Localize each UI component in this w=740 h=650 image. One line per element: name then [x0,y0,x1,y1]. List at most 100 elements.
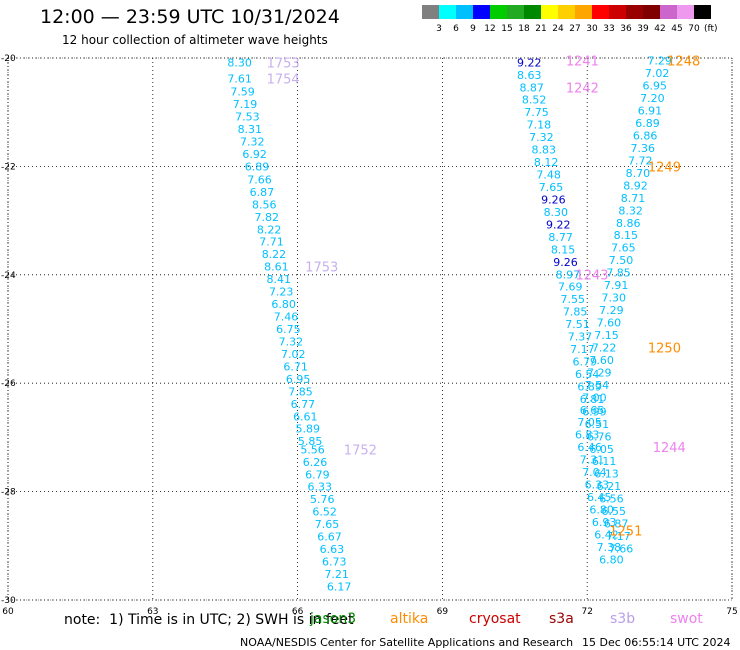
wave-height-point: 7.29 [587,366,612,379]
colorbar-unit: (ft) [704,24,718,34]
wave-height-point: 6.05 [589,443,614,456]
wave-height-point: 5.76 [310,493,335,506]
wave-height-point: 7.46 [274,311,299,324]
wave-height-point: 7.50 [609,254,634,267]
track-time-label: 1248 [667,55,700,70]
wave-height-point: 7.00 [582,391,607,404]
wave-height-point: 8.31 [238,123,263,136]
wave-height-point: 8.70 [626,167,651,180]
color-legend: 3 6 9 12 15 18 21 24 27 30 33 36 39 42 45 70 (ft) [422,5,718,34]
wave-height-point: 7.18 [527,119,552,132]
colorbar-swatch [456,5,473,19]
wave-height-point: 6.77 [291,398,316,411]
wave-height-point: 6.52 [312,506,337,519]
colorbar-swatch [490,5,507,19]
wave-height-point: 6.87 [250,186,275,199]
track-time-label: 1250 [648,341,681,356]
wave-height-point: 7.53 [235,111,260,124]
wave-height-point: 6.67 [317,531,342,544]
wave-height-point: 6.13 [594,468,619,481]
wave-height-point: 7.30 [601,292,626,305]
wave-height-point: 8.12 [534,156,559,169]
wave-height-point: 8.32 [618,204,643,217]
wave-height-point: 8.87 [519,81,544,94]
wave-height-point: 8.77 [548,231,573,244]
wave-height-point: 9.22 [546,218,571,231]
wave-height-point: 7.22 [592,341,617,354]
wave-height-point: 9.26 [553,256,578,269]
wave-height-point: 6.99 [582,405,607,418]
wave-height-point: 8.15 [551,243,576,256]
wave-height-point: 7.04 [582,466,607,479]
wave-height-point: 7.72 [628,154,653,167]
colorbar-swatch [575,5,592,19]
wave-height-point: 6.33 [308,481,333,494]
wave-height-point: 8.30 [544,206,569,219]
wave-height-point: 8.22 [262,248,287,261]
wave-height-point: 6.79 [305,468,330,481]
page-subtitle: 12 hour collection of altimeter wave hei… [62,33,328,47]
wave-height-point: 7.82 [254,211,279,224]
wave-height-point: 8.92 [623,179,648,192]
wave-height-point: 7.48 [536,169,561,182]
wave-height-point: 6.89 [245,160,270,173]
colorbar-swatch [439,5,456,19]
wave-height-point: 7.32 [240,135,265,148]
wave-height-point: 7.65 [611,242,636,255]
wave-height-point: 7.85 [563,306,588,319]
colorbar-label: 30 [586,24,598,34]
wave-height-point: 6.65 [580,404,605,417]
wave-height-point: 6.92 [242,148,267,161]
wave-height-point: 5.85 [298,435,323,448]
track-time-label: 1244 [653,441,686,456]
wave-height-point: 8.56 [252,198,277,211]
legend-s3b: s3b [610,611,636,627]
wave-height-point: 7.17 [606,530,631,543]
wave-height-point: 7.66 [247,173,272,186]
wave-height-point: 6.79 [573,356,598,369]
wave-height-point: 7.65 [315,518,340,531]
colorbar-label: 9 [470,24,476,34]
wave-height-point: 7.71 [259,236,284,249]
colorbar-label: 15 [501,24,512,34]
wave-height-point: 7.02 [645,67,670,80]
wave-height-point: 8.86 [616,217,641,230]
wave-height-point: 6.87 [604,518,629,531]
colorbar-label: 12 [484,24,495,34]
wave-height-point: 7.54 [585,379,610,392]
wave-height-point: 7.91 [604,279,629,292]
wave-height-point: 6.42 [594,528,619,541]
wave-height-point: 7.29 [599,304,624,317]
wave-height-point: 7.32 [279,335,304,348]
wave-height-point: 8.52 [522,94,547,107]
wave-height-point: 7.20 [640,92,665,105]
colorbar-swatch [677,5,694,19]
x-tick-label: 66 [292,607,304,617]
legend-s3a: s3a [549,611,574,627]
x-tick-label: 75 [726,607,737,617]
wave-height-point: 7.29 [647,55,672,68]
colorbar-label: 24 [552,24,564,34]
wave-height-point: 6.55 [601,505,626,518]
y-tick-label: -26 [1,379,16,389]
colorbar-label: 42 [654,24,665,34]
wave-height-point: 8.83 [532,144,557,157]
wave-height-point: 7.65 [539,181,564,194]
wave-height-point: 7.23 [269,286,294,299]
wave-height-point: 6.95 [643,80,668,93]
wave-height-point: 7.21 [324,568,349,581]
wave-height-point: 8.22 [257,223,282,236]
wave-height-point: 6.21 [597,480,622,493]
wave-height-point: 7.61 [227,73,252,86]
colorbar-swatch [609,5,626,19]
colorbar-label: 18 [518,24,530,34]
colorbar-label: 39 [637,24,649,34]
track-time-label: 1752 [344,443,377,458]
wave-height-point: 7.66 [609,543,634,556]
footer-timestamp: 15 Dec 06:55:14 UTC 2024 [582,636,731,649]
wave-height-point: 6.33 [585,479,610,492]
wave-height-point: 6.80 [599,553,624,566]
wave-height-point: 7.15 [594,329,619,342]
wave-height-point: 6.75 [276,323,301,336]
